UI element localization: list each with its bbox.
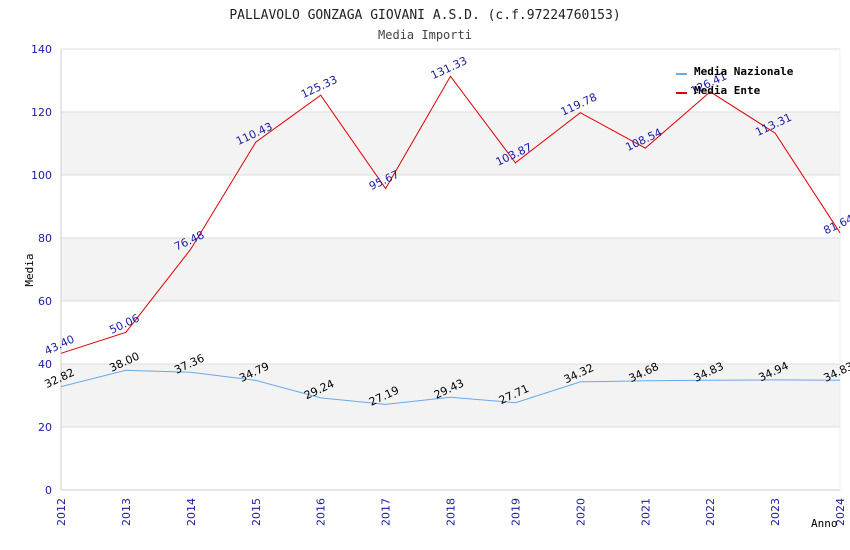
grid-band	[61, 112, 840, 175]
series-line-1	[60, 75, 841, 354]
axes	[60, 49, 841, 491]
y-tick-label: 120	[31, 106, 52, 119]
x-tick-label: 2020	[574, 498, 587, 526]
data-label: 81.64	[821, 212, 850, 237]
series-lines	[60, 75, 841, 405]
series-line-0	[60, 369, 841, 405]
y-tick-label: 0	[45, 484, 52, 497]
y-axis-label: Media	[23, 253, 36, 286]
x-tick-label: 2018	[445, 498, 458, 526]
chart-title: PALLAVOLO GONZAGA GIOVANI A.S.D. (c.f.97…	[229, 8, 620, 23]
y-tick-label: 80	[38, 232, 52, 245]
x-tick-label: 2024	[834, 498, 847, 526]
x-axis-label: Anno	[811, 517, 838, 530]
x-tick-label: 2016	[315, 498, 328, 526]
chart-subtitle: Media Importi	[378, 28, 472, 42]
y-tick-label: 40	[38, 358, 52, 371]
x-tick-label: 2021	[639, 498, 652, 526]
legend: Media Nazionale Media Ente	[676, 65, 794, 97]
x-tick-label: 2017	[380, 498, 393, 526]
y-tick-label: 140	[31, 43, 52, 56]
y-tick-label: 100	[31, 169, 52, 182]
y-tick-label: 20	[38, 421, 52, 434]
x-tick-label: 2014	[185, 498, 198, 526]
x-tick-label: 2022	[704, 498, 717, 526]
y-tick-label: 60	[38, 295, 52, 308]
legend-entry: Media Ente	[694, 84, 761, 97]
x-tick-label: 2019	[509, 498, 522, 526]
legend-entry: Media Nazionale	[694, 65, 794, 78]
x-tick-label: 2015	[250, 498, 263, 526]
grid-band	[61, 364, 840, 427]
x-tick-label: 2013	[120, 498, 133, 526]
y-tick-labels: 0 20 40 60 80 100 120 140	[31, 43, 52, 497]
x-tick-label: 2023	[769, 498, 782, 526]
x-tick-label: 2012	[55, 498, 68, 526]
x-tick-labels: 2012 2013 2014 2015 2016 2017 2018 2019 2020 2021…	[55, 498, 847, 526]
data-label: 43.40	[42, 333, 76, 358]
